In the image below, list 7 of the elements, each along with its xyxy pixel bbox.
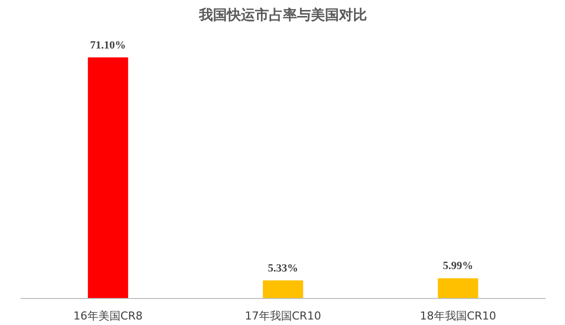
data-label: 71.10% — [90, 39, 126, 52]
x-tick-label: 16年美国CR8 — [73, 310, 143, 322]
data-label: 5.99% — [442, 260, 474, 272]
x-tick-label: 17年我国CR10 — [244, 310, 322, 322]
x-tick-label: 18年我国CR10 — [420, 310, 496, 322]
data-label: 5.33% — [268, 262, 298, 274]
chart-title: 我国快运市占率与美国对比 — [198, 6, 367, 24]
